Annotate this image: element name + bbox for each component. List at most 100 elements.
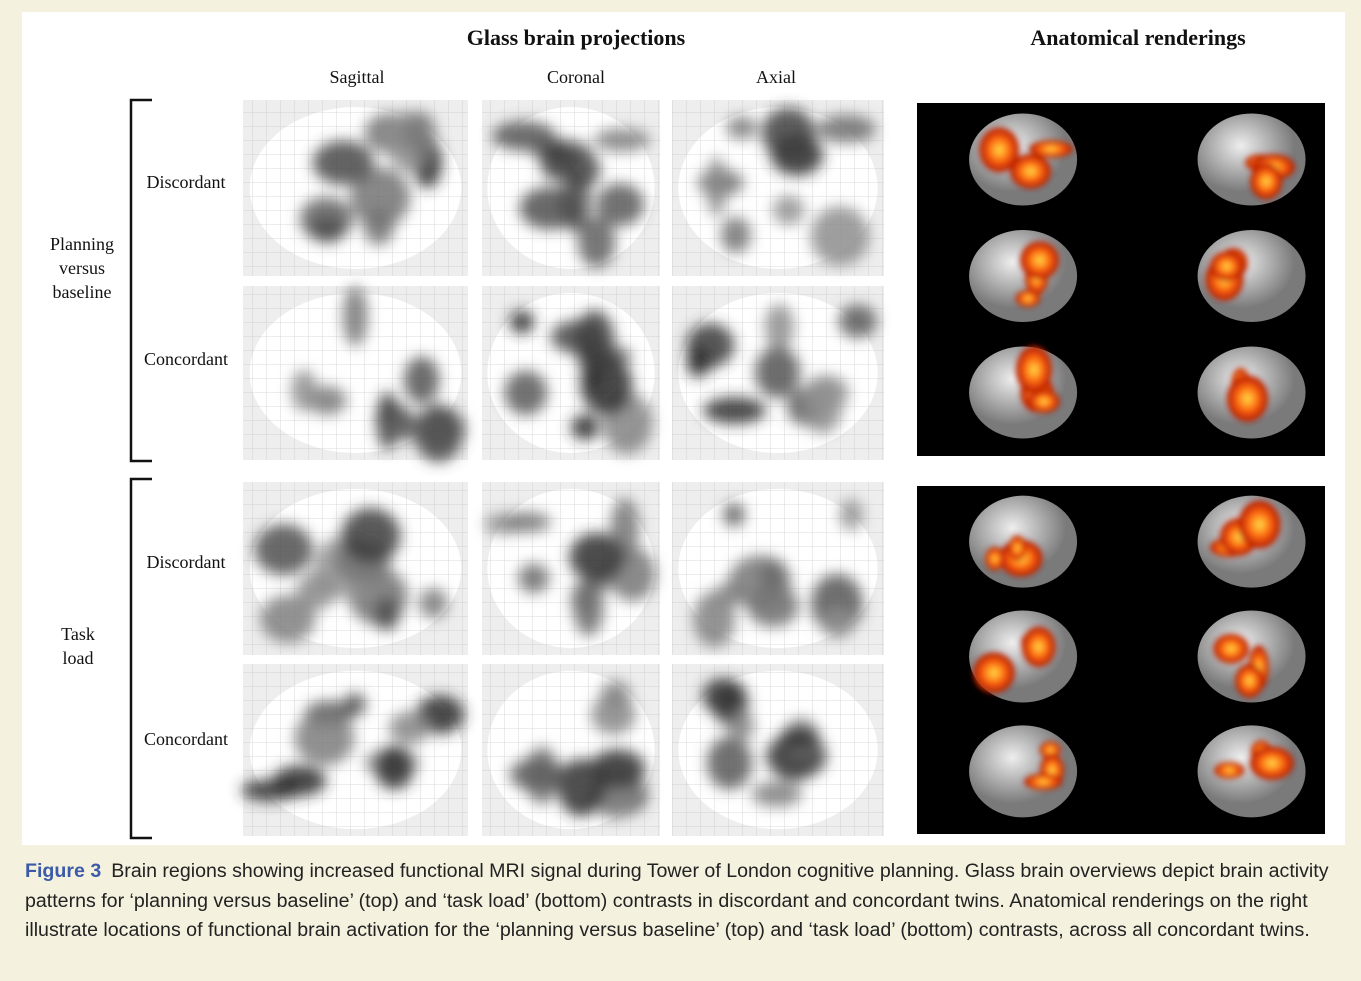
section-title: Anatomical renderings <box>1030 25 1246 50</box>
row-label: Discordant <box>147 552 226 572</box>
activation-spot <box>1022 627 1055 667</box>
bracket <box>131 479 152 838</box>
activation-blob <box>804 375 849 410</box>
activation-spot <box>1029 140 1073 157</box>
activation-blob <box>313 140 374 185</box>
activation-blob <box>810 206 869 266</box>
activation-blob <box>780 726 820 750</box>
glass-brain-panel <box>482 664 660 836</box>
glass-brain-panel <box>672 482 884 655</box>
glass-brain-panel <box>243 482 468 655</box>
brain-render <box>969 230 1077 322</box>
activation-blob <box>503 512 551 533</box>
activation-spot <box>973 652 1015 693</box>
activation-spot <box>1210 252 1243 282</box>
activation-blob <box>726 116 757 139</box>
section-title: Glass brain projections <box>467 25 686 50</box>
activation-blob <box>755 346 800 398</box>
caption-label: Figure 3 <box>25 860 101 882</box>
anatomical-panel <box>917 486 1325 834</box>
activation-blob <box>752 782 802 807</box>
activation-spot <box>1235 664 1264 698</box>
glass-brain-panel <box>243 286 468 463</box>
glass-brain-panel <box>482 100 660 276</box>
activation-blob <box>723 503 745 527</box>
activation-blob <box>492 121 556 151</box>
activation-blob <box>389 712 429 745</box>
activation-blob <box>721 217 751 253</box>
glass-brain-panel <box>243 100 468 276</box>
activation-blob <box>821 609 853 638</box>
glass-brain-panel <box>672 664 884 836</box>
activation-blob <box>578 217 615 268</box>
activation-blob <box>374 597 399 631</box>
column-header: Coronal <box>547 67 605 87</box>
activation-blob <box>573 576 604 636</box>
activation-blob <box>594 128 650 151</box>
group-label: load <box>63 648 94 668</box>
activation-blob <box>706 157 726 217</box>
activation-spot <box>1238 501 1280 549</box>
activation-blob <box>703 397 766 424</box>
group-label: baseline <box>53 282 112 302</box>
activation-spot <box>1009 536 1026 561</box>
activation-spot <box>1028 390 1060 413</box>
activation-blob <box>504 370 547 415</box>
caption-text: Brain regions showing increased function… <box>25 860 1329 941</box>
page: {"header": {"left_title": "Glass brain p… <box>0 0 1361 981</box>
figure-graphics: Glass brain projections Anatomical rende… <box>0 0 1361 981</box>
panels <box>241 100 1325 836</box>
activation-blob <box>518 563 549 593</box>
activation-blob <box>509 758 563 791</box>
activation-spot <box>1024 774 1062 790</box>
activation-blob <box>341 508 401 564</box>
activation-spot <box>1250 747 1294 780</box>
activation-blob <box>343 286 368 346</box>
column-header: Sagittal <box>330 67 385 87</box>
row-label: Concordant <box>144 349 228 369</box>
activation-spot <box>1227 375 1268 421</box>
activation-blob <box>404 111 436 156</box>
activation-spot <box>979 127 1019 172</box>
activation-blob <box>297 572 336 609</box>
group-label: versus <box>59 258 105 278</box>
glass-brain-panel <box>672 286 884 460</box>
column-header: Axial <box>756 67 796 87</box>
glass-brain-panel <box>241 664 468 836</box>
activation-blob <box>273 765 326 796</box>
activation-blob <box>571 414 599 440</box>
activation-blob <box>294 711 354 766</box>
activation-spot <box>1016 290 1041 307</box>
activation-blob <box>375 746 414 790</box>
anatomical-panel <box>917 103 1325 456</box>
bracket <box>131 100 152 461</box>
activation-blob <box>591 695 636 735</box>
activation-blob <box>291 370 317 412</box>
glass-brain-panel <box>482 286 660 460</box>
activation-blob <box>381 413 422 441</box>
activation-blob <box>773 195 805 225</box>
activation-spot <box>985 547 1004 571</box>
activation-blob <box>575 310 615 374</box>
activation-blob <box>838 304 876 338</box>
activation-blob <box>419 588 448 618</box>
activation-blob <box>707 736 752 789</box>
row-label: Discordant <box>147 172 226 192</box>
activation-blob <box>404 356 439 403</box>
activation-spot <box>1214 762 1244 778</box>
activation-blob <box>765 304 794 351</box>
activation-blob <box>729 712 754 741</box>
activation-blob <box>686 347 710 377</box>
activation-blob <box>729 555 791 609</box>
glass-brain-panel <box>672 100 884 276</box>
activation-spot <box>1250 163 1282 199</box>
activation-blob <box>702 678 743 715</box>
activation-blob <box>509 310 534 334</box>
row-label: Concordant <box>144 729 228 749</box>
activation-spot <box>1020 241 1059 279</box>
group-label: Planning <box>50 234 114 254</box>
activation-blob <box>310 216 345 243</box>
group-label: Task <box>61 624 95 644</box>
glass-brain-panel <box>482 482 660 655</box>
activation-blob <box>816 115 876 143</box>
